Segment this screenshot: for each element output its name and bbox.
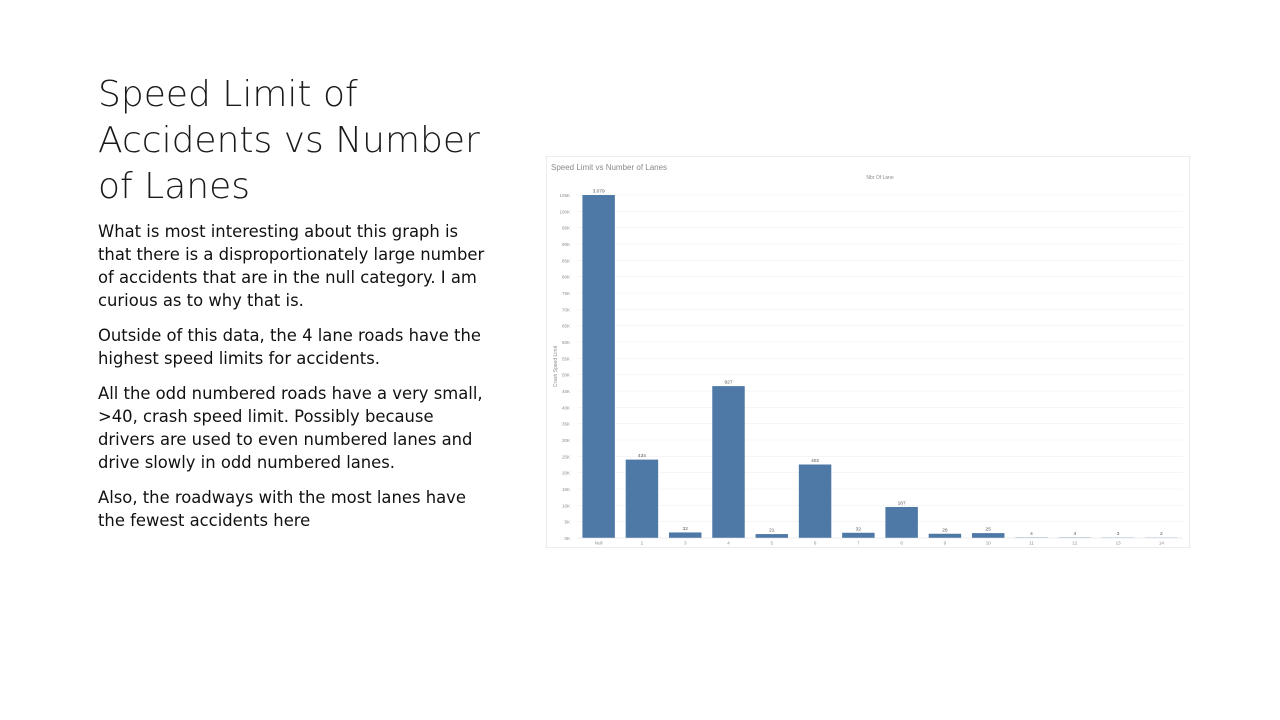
bar [842, 532, 875, 538]
bar [928, 533, 962, 538]
bar-value-label: 187 [898, 500, 906, 506]
y-tick-label: 85K [562, 258, 570, 263]
bar [712, 386, 745, 538]
paragraph-four-lane: Outside of this data, the 4 lane roads h… [98, 326, 481, 368]
x-tick-label: 2 [641, 541, 644, 546]
bar-value-label: 927 [724, 380, 732, 386]
y-tick-label: 10K [562, 503, 570, 508]
paragraph-null-category: What is most interesting about this grap… [98, 222, 485, 310]
bar-value-label: 21 [769, 528, 775, 534]
bar-value-label: 32 [856, 526, 862, 532]
bar-value-label: 4 [1073, 531, 1076, 537]
paragraph-odd-lanes: All the odd numbered roads have a very s… [98, 384, 483, 472]
x-tick-label: 7 [857, 541, 860, 546]
y-tick-label: 15K [562, 487, 570, 492]
x-tick-label: 5 [771, 541, 774, 546]
x-tick-label: 4 [727, 541, 730, 546]
bar-value-label: 4 [1030, 531, 1033, 537]
x-tick-label: 11 [1029, 541, 1034, 546]
y-tick-label: 25K [562, 454, 570, 459]
y-tick-label: 65K [562, 324, 570, 329]
bar-value-label: 32 [683, 526, 689, 532]
y-tick-label: 75K [562, 291, 570, 296]
x-tick-label: 12 [1072, 541, 1078, 546]
bar-value-label: 26 [942, 527, 948, 533]
x-tick-label: Null [595, 541, 603, 546]
bar [798, 464, 832, 538]
y-axis-label: Crash Speed Limit [553, 345, 559, 387]
y-tick-label: 100K [559, 209, 570, 214]
y-tick-label: 0K [564, 536, 570, 541]
x-tick-label: 6 [814, 541, 817, 546]
bar [971, 533, 1005, 538]
x-tick-label: 3 [684, 541, 687, 546]
column-header: Nbr Of Lane [866, 175, 893, 181]
y-tick-label: 105K [559, 193, 570, 198]
y-tick-label: 60K [562, 340, 570, 345]
bar-value-label: 3,079 [593, 189, 605, 195]
y-tick-label: 20K [562, 471, 570, 476]
chart-title: Speed Limit vs Number of Lanes [551, 163, 667, 172]
chart-panel: Speed Limit vs Number of Lanes Nbr Of Lan… [546, 156, 1190, 548]
y-tick-label: 80K [562, 275, 570, 280]
bar [755, 534, 789, 538]
y-tick-label: 40K [562, 405, 570, 410]
bar-value-label: 434 [638, 453, 646, 459]
bar [668, 532, 702, 538]
slide-body: What is most interesting about this grap… [98, 220, 488, 544]
bar [885, 506, 918, 538]
y-tick-label: 95K [562, 226, 570, 231]
y-tick-label: 45K [562, 389, 570, 394]
y-tick-label: 70K [562, 307, 570, 312]
bar [625, 459, 659, 538]
x-tick-label: 8 [900, 541, 903, 546]
bar-value-label: 2 [1160, 531, 1163, 537]
bar-value-label: 3 [1117, 531, 1120, 537]
y-tick-label: 55K [562, 356, 570, 361]
paragraph-most-lanes: Also, the roadways with the most lanes h… [98, 488, 466, 530]
y-tick-label: 30K [562, 438, 570, 443]
x-tick-label: 10 [986, 541, 992, 546]
x-tick-label: 13 [1116, 541, 1122, 546]
slide-title: Speed Limit of Accidents vs Number of La… [98, 74, 480, 207]
bar-value-label: 402 [811, 458, 819, 464]
y-tick-label: 5K [564, 520, 570, 525]
bar [582, 195, 615, 538]
bar-chart: Speed Limit vs Number of Lanes Nbr Of Lan… [551, 163, 1183, 546]
x-tick-label: 14 [1159, 541, 1165, 546]
y-tick-label: 35K [562, 422, 570, 427]
y-tick-label: 50K [562, 373, 570, 378]
bar-value-label: 25 [986, 527, 992, 533]
y-tick-label: 90K [562, 242, 570, 247]
x-tick-label: 9 [944, 541, 947, 546]
